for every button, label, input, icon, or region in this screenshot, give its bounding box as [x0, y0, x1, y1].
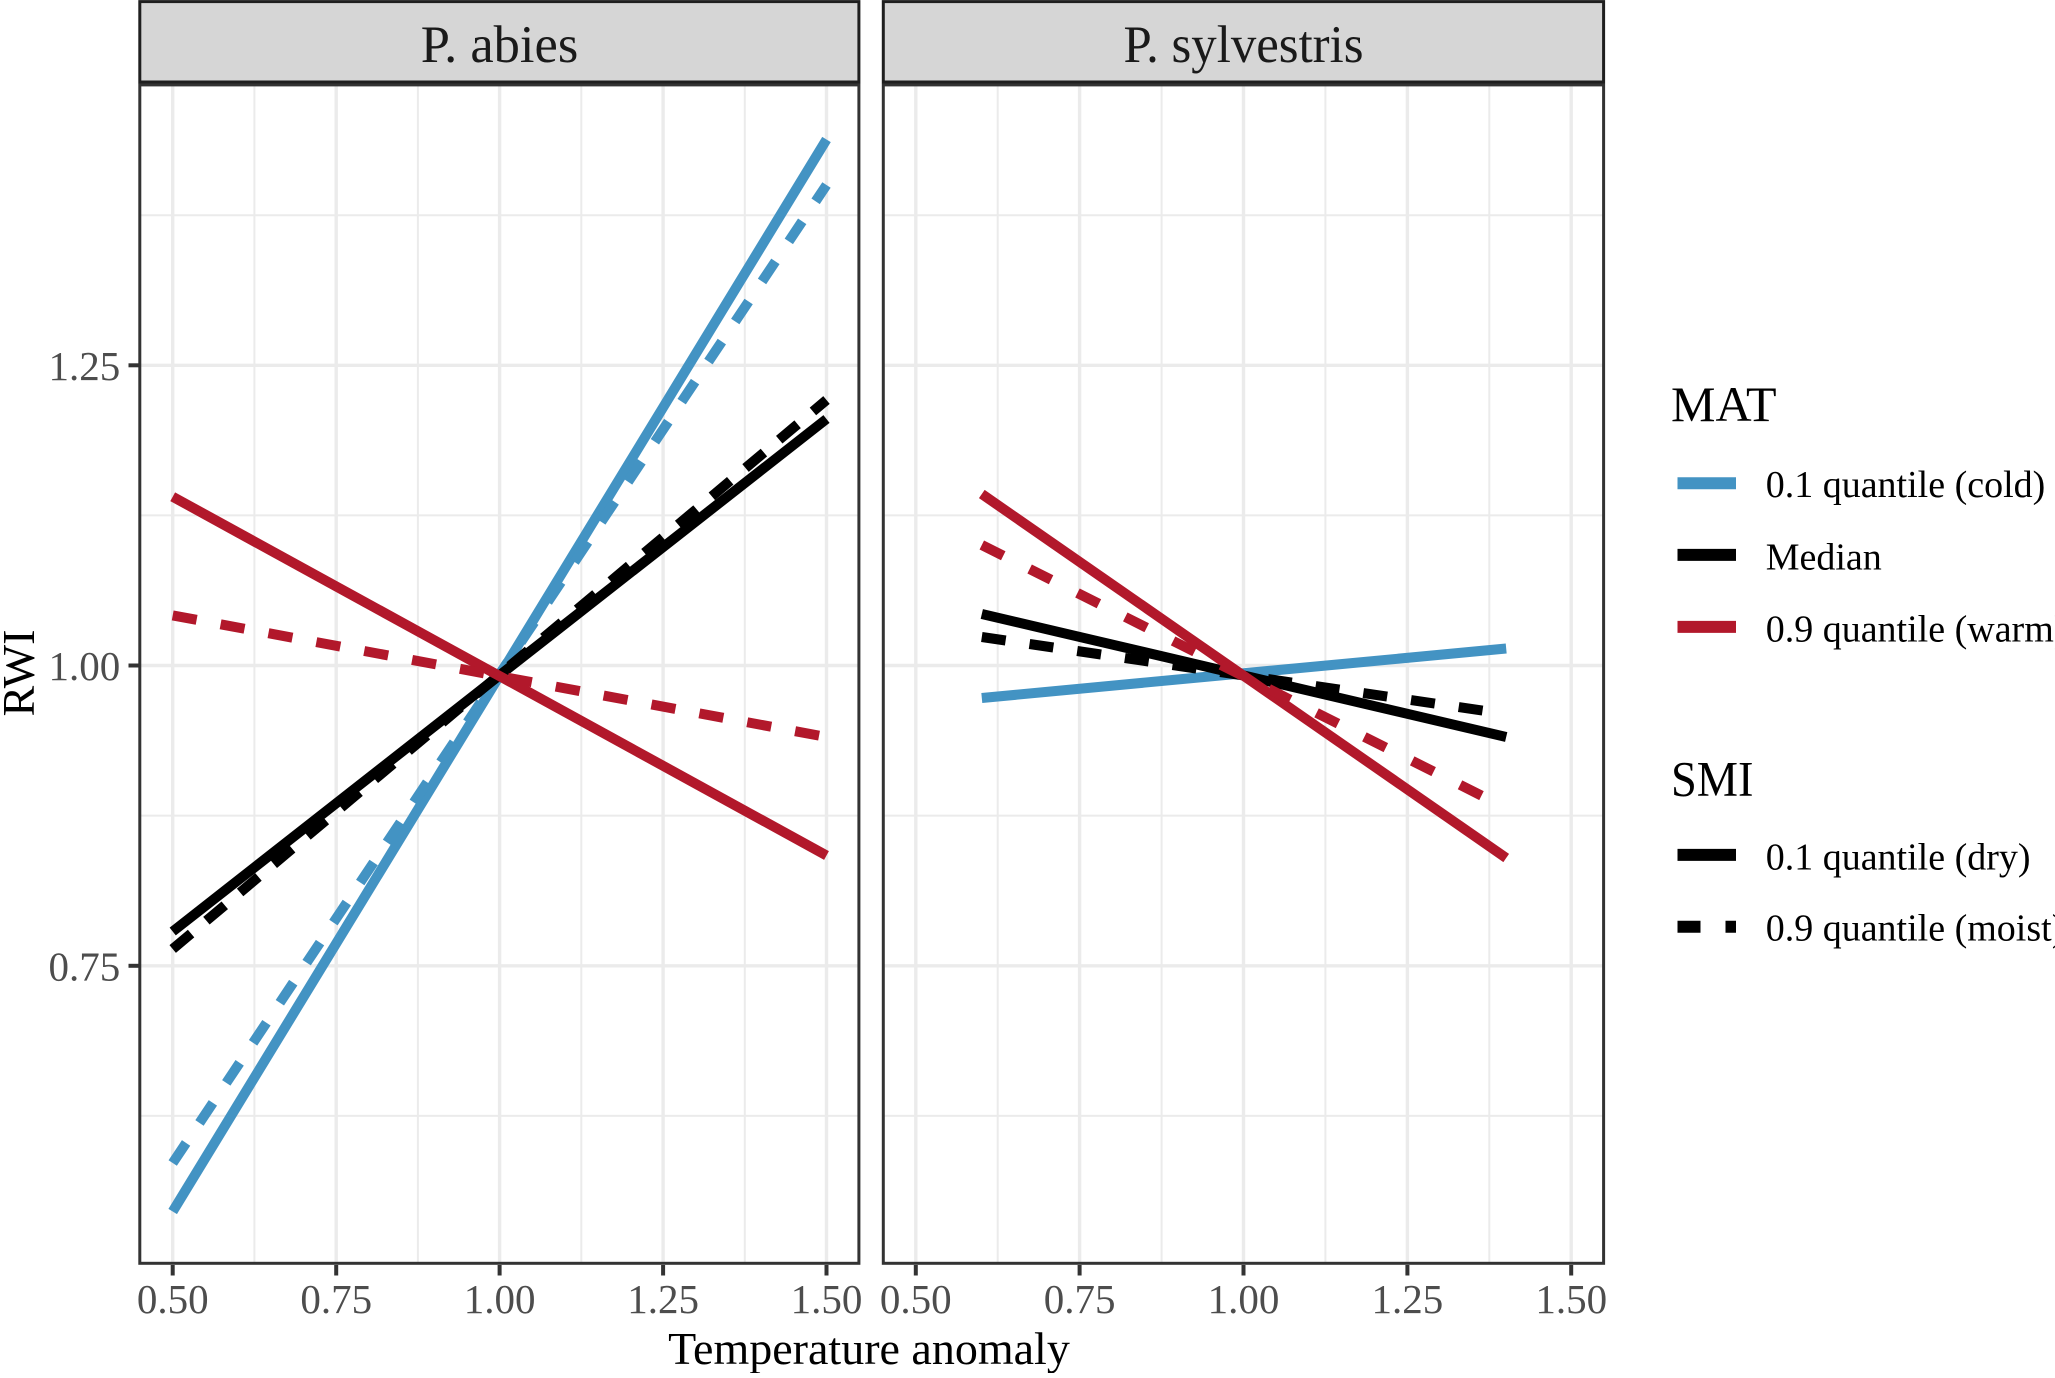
svg-text:0.50: 0.50	[137, 1276, 209, 1322]
svg-text:0.9 quantile (warm): 0.9 quantile (warm)	[1766, 609, 2055, 651]
svg-text:1.25: 1.25	[627, 1276, 699, 1322]
svg-text:P. sylvestris: P. sylvestris	[1124, 16, 1364, 74]
svg-text:1.00: 1.00	[464, 1276, 536, 1322]
svg-text:0.75: 0.75	[300, 1276, 372, 1322]
svg-text:1.25: 1.25	[1372, 1276, 1444, 1322]
svg-text:1.50: 1.50	[1535, 1276, 1607, 1322]
svg-text:1.25: 1.25	[48, 343, 120, 389]
svg-text:0.75: 0.75	[48, 943, 120, 989]
svg-text:0.1 quantile (dry): 0.1 quantile (dry)	[1766, 837, 2031, 879]
svg-text:1.50: 1.50	[791, 1276, 863, 1322]
svg-text:MAT: MAT	[1671, 376, 1777, 432]
svg-text:1.00: 1.00	[48, 643, 120, 689]
svg-text:Temperature anomaly: Temperature anomaly	[668, 1323, 1070, 1373]
svg-text:Median: Median	[1766, 537, 1882, 579]
svg-text:0.50: 0.50	[880, 1276, 952, 1322]
svg-text:0.1 quantile (cold): 0.1 quantile (cold)	[1766, 464, 2046, 506]
svg-text:RWI: RWI	[0, 630, 44, 717]
svg-text:0.75: 0.75	[1044, 1276, 1116, 1322]
svg-text:P. abies: P. abies	[421, 16, 579, 74]
svg-text:SMI: SMI	[1671, 751, 1754, 807]
svg-text:0.9 quantile (moist): 0.9 quantile (moist)	[1766, 908, 2055, 950]
svg-text:1.00: 1.00	[1208, 1276, 1280, 1322]
